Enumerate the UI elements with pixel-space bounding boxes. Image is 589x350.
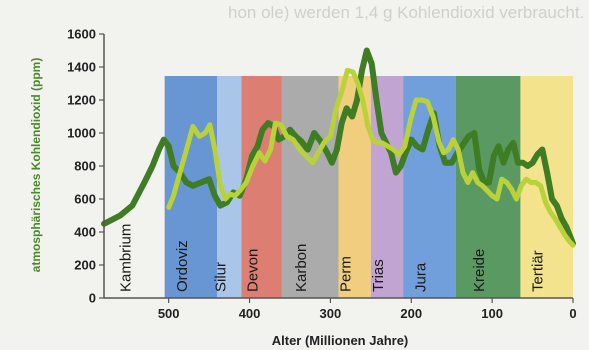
period-label: Jura bbox=[412, 262, 429, 292]
period-band bbox=[520, 76, 573, 298]
period-label: Kambrium bbox=[117, 224, 134, 292]
x-tick-label: 400 bbox=[239, 306, 261, 321]
y-tick-label: 1600 bbox=[67, 27, 96, 42]
period-band bbox=[241, 76, 282, 298]
period-band bbox=[104, 76, 165, 298]
y-tick-label: 1400 bbox=[67, 60, 96, 75]
x-tick-label: 200 bbox=[400, 306, 422, 321]
y-tick-label: 800 bbox=[74, 159, 96, 174]
x-tick-label: 0 bbox=[569, 306, 576, 321]
y-tick-label: 400 bbox=[74, 225, 96, 240]
period-label: Kreide bbox=[471, 249, 488, 292]
period-label: Trias bbox=[370, 259, 387, 292]
x-tick-label: 100 bbox=[481, 306, 503, 321]
y-tick-label: 600 bbox=[74, 192, 96, 207]
period-label: Tertiär bbox=[530, 250, 547, 292]
period-label: Devon bbox=[245, 249, 262, 292]
period-label: Ordoviz bbox=[174, 240, 191, 292]
series-line bbox=[101, 47, 576, 247]
y-axis-title: atmosphärisches Kohlendioxid (ppm) bbox=[29, 58, 43, 273]
y-tick-label: 200 bbox=[74, 258, 96, 273]
period-band bbox=[281, 76, 339, 298]
y-tick-label: 0 bbox=[89, 291, 96, 306]
x-axis-title: Alter (Millionen Jahre) bbox=[272, 333, 409, 348]
y-tick-label: 1000 bbox=[67, 126, 96, 141]
series-lines bbox=[101, 47, 576, 248]
x-tick-label: 500 bbox=[158, 306, 180, 321]
period-labels: Kambrium Ordoviz Silur Devon Karbon Perm Trias… bbox=[117, 224, 546, 292]
period-label: Karbon bbox=[293, 244, 310, 292]
period-bands bbox=[104, 76, 573, 298]
period-label: Silur bbox=[212, 262, 229, 292]
period-label: Perm bbox=[338, 256, 355, 292]
x-tick-label: 300 bbox=[320, 306, 342, 321]
background-text: hon ole) werden 1,4 g Kohlendioxid verbr… bbox=[228, 3, 584, 22]
series-line bbox=[166, 67, 576, 248]
y-tick-label: 1200 bbox=[67, 93, 96, 108]
